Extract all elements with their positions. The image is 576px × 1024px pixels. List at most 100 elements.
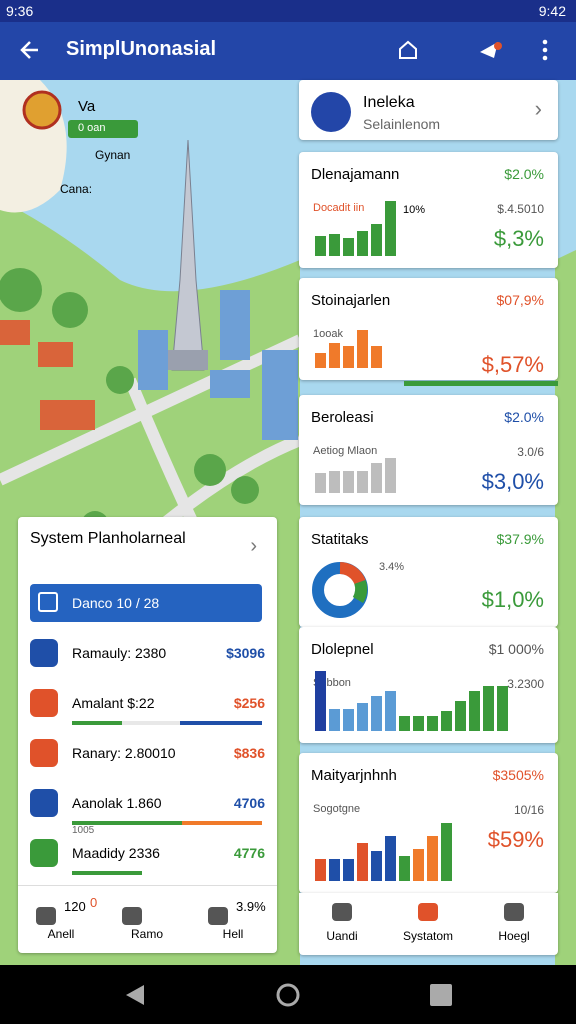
tab-badge: 0 — [90, 895, 98, 910]
tab-icon — [208, 907, 228, 925]
bar-chart — [315, 298, 382, 368]
card-title: Statitaks — [311, 531, 369, 548]
card-value: $1 000% — [488, 641, 544, 657]
building — [262, 350, 298, 440]
tab-icon — [36, 907, 56, 925]
bar — [329, 234, 340, 256]
item-label: Ranary: 2.80010 — [72, 745, 176, 761]
card-icon — [311, 92, 351, 132]
nav-bar — [0, 965, 576, 1024]
search-text: Danco 10 / 28 — [72, 595, 160, 611]
tab[interactable]: 120 0 Anell — [18, 889, 104, 949]
chart-label: 3.4% — [379, 561, 405, 573]
bar — [371, 463, 382, 493]
land-east — [555, 250, 576, 965]
list-item[interactable]: Aanolak 1.860 4706 1005 — [30, 787, 265, 836]
stat-card[interactable]: Dlenajamann $2.0% Docadit iin 10% $.4.5010 $,… — [299, 152, 558, 268]
progress-strip — [404, 381, 558, 386]
bar — [385, 458, 396, 493]
tab[interactable]: 3.9% Hell — [190, 889, 276, 949]
tab-top: 3.9% — [236, 899, 266, 914]
list-item[interactable]: Ramauly: 2380 $3096 — [30, 637, 265, 681]
tab-label: Hoegl — [498, 929, 530, 943]
card-value: $37.9% — [496, 531, 544, 547]
share-button[interactable] — [476, 38, 504, 62]
stat-card[interactable]: Stoinajarlen $07,9% 1ooak $,57% — [299, 278, 558, 380]
item-icon — [30, 789, 58, 817]
search-bar[interactable]: Danco 10 / 28 — [30, 584, 262, 622]
item-value: 4776 — [233, 845, 265, 861]
status-clock: 9:42 — [538, 3, 566, 19]
stat-card[interactable]: Maityarjnhnh $3505% Sogotgne 10/16 $59% — [299, 753, 558, 893]
bar — [469, 691, 480, 731]
item-icon — [30, 739, 58, 767]
tab-label: Uandi — [326, 929, 358, 943]
bar — [455, 701, 466, 731]
card-title: Maityarjnhnh — [311, 767, 397, 784]
map-label: Gynan — [95, 148, 131, 162]
tree — [106, 366, 134, 394]
bar — [343, 238, 354, 256]
tree — [0, 268, 42, 312]
item-value: $3096 — [226, 645, 265, 661]
stat-card[interactable]: Dlolepnel $1 000% Sobbon 3.2300 — [299, 627, 558, 743]
donut-chart — [312, 562, 368, 618]
tree — [231, 476, 259, 504]
item-track-part — [182, 821, 262, 825]
card-big: $3,0% — [481, 469, 544, 494]
bar — [371, 346, 382, 368]
bar — [357, 231, 368, 256]
tab[interactable]: Systatom — [385, 893, 471, 955]
bar — [385, 201, 396, 256]
bar — [329, 343, 340, 368]
stat-card[interactable]: Ineleka Selainlenom › — [299, 80, 558, 140]
card-title: Dlolepnel — [311, 641, 374, 658]
map-label: Va — [78, 98, 96, 115]
item-icon — [30, 689, 58, 717]
bar — [357, 843, 368, 881]
tab-icon — [332, 903, 352, 921]
tree — [194, 454, 226, 486]
list-item[interactable]: Maadidy 2336 4776 — [30, 837, 265, 881]
bar — [497, 686, 508, 731]
tree — [52, 292, 88, 328]
tab-label: Anell — [47, 927, 75, 941]
tab[interactable]: Hoegl — [471, 893, 557, 955]
bar — [413, 849, 424, 881]
item-label: Amalant $:22 — [72, 695, 155, 711]
nav-home[interactable] — [276, 983, 300, 1007]
menu-button[interactable] — [540, 38, 550, 62]
tab[interactable]: Ramo — [104, 889, 190, 949]
item-track-part — [180, 721, 262, 725]
nav-recent[interactable] — [430, 984, 452, 1006]
item-track — [72, 871, 142, 875]
home-button[interactable] — [396, 38, 420, 62]
card-big: $59% — [487, 827, 544, 852]
stat-card[interactable]: Beroleasi $2.0% Aetiog Mlaon 3.0/6 $3,0% — [299, 395, 558, 505]
search-icon — [38, 592, 58, 612]
chart-note: 10% — [403, 204, 426, 216]
tab-icon — [122, 907, 142, 925]
item-value: $836 — [233, 745, 265, 761]
card-value: $3505% — [492, 767, 544, 783]
back-button[interactable] — [18, 38, 42, 62]
tab-label: Ramo — [130, 927, 163, 941]
bar — [371, 851, 382, 881]
bar — [357, 471, 368, 493]
bar — [441, 823, 452, 881]
bar-chart — [315, 423, 396, 493]
bar — [343, 859, 354, 881]
bar — [343, 346, 354, 368]
tab-label: Hell — [222, 927, 244, 941]
chevron[interactable]: › — [250, 535, 257, 557]
nav-back[interactable] — [124, 983, 146, 1007]
list-item[interactable]: Ranary: 2.80010 $836 — [30, 737, 265, 781]
house — [0, 320, 30, 345]
list-item[interactable]: Amalant $:22 $256 — [30, 687, 265, 731]
card-side: $.4.5010 — [497, 202, 544, 216]
card-title: Beroleasi — [311, 409, 374, 426]
bar — [385, 836, 396, 881]
tab[interactable]: Uandi — [299, 893, 385, 955]
house — [38, 342, 73, 367]
item-label: Aanolak 1.860 — [72, 795, 162, 811]
